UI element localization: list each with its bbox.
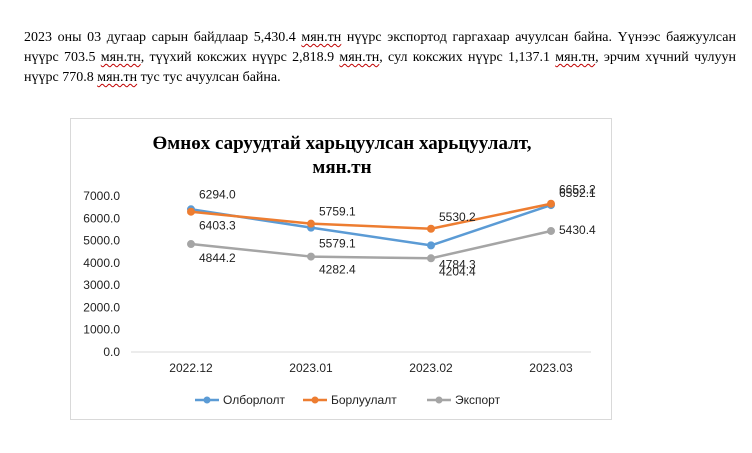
data-label: 6294.0 — [199, 188, 236, 202]
summary-paragraph: 2023 оны 03 дугаар сарын байдлаар 5,430.… — [24, 28, 736, 88]
data-point — [307, 252, 315, 261]
data-label: 4282.4 — [319, 263, 356, 277]
paragraph-text: , сул коксжих нүүрс 1,137.1 — [379, 50, 556, 65]
data-point — [187, 240, 195, 249]
y-tick-label: 0.0 — [103, 345, 120, 359]
chart-series — [187, 199, 555, 263]
x-tick-label: 2023.02 — [409, 361, 453, 375]
chart-axes: 0.0 1000.0 2000.0 3000.0 4000.0 5000.0 6000.0 7… — [83, 189, 591, 375]
unit-text: мян.тн — [100, 50, 141, 65]
chart-data-labels: 6403.3 5579.1 4784.3 6592.1 6294.0 5759.1 5530… — [199, 183, 596, 279]
legend-label: Олборлолт — [223, 393, 286, 407]
paragraph-text: 2023 оны 03 дугаар сарын байдлаар 5,430.… — [24, 30, 302, 45]
chart-legend: Олборлолт Борлуулалт Экспорт — [195, 393, 501, 407]
y-tick-label: 4000.0 — [83, 256, 120, 270]
data-label: 4784.3 — [439, 257, 476, 271]
data-point — [307, 219, 315, 228]
x-tick-label: 2022.12 — [169, 361, 213, 375]
data-point — [427, 224, 435, 233]
legend-marker — [203, 396, 211, 404]
data-label: 5579.1 — [319, 237, 356, 251]
unit-text: мян.тн — [555, 50, 596, 65]
line-chart: Өмнөх саруудтай харьцуулсан харьцуулалт,… — [83, 133, 596, 407]
data-point — [187, 207, 195, 216]
y-tick-label: 1000.0 — [83, 323, 120, 337]
paragraph-text: нүүрс экспортод гаргахаар ачуулсан байна… — [24, 30, 736, 65]
unit-text: мян.тн — [339, 50, 380, 65]
y-tick-label: 5000.0 — [83, 234, 120, 248]
paragraph-text: , эрчим хүчний чулуун нүүрс 770.8 — [24, 50, 736, 85]
legend-marker — [311, 396, 319, 404]
legend-label: Экспорт — [455, 393, 501, 407]
x-tick-label: 2023.01 — [289, 361, 333, 375]
legend-label: Борлуулалт — [331, 393, 397, 407]
data-label: 5530.2 — [439, 210, 476, 224]
y-tick-label: 6000.0 — [83, 211, 120, 225]
paragraph-text: , түүхий коксжих нүүрс 2,818.9 — [140, 50, 340, 65]
data-point — [547, 199, 555, 208]
data-label: 6653.2 — [559, 183, 596, 197]
paragraph-text: тус тус ачуулсан байна. — [137, 70, 281, 85]
chart-frame: Өмнөх саруудтай харьцуулсан харьцуулалт,… — [70, 118, 612, 420]
unit-text: мян.тн — [301, 30, 342, 45]
chart-title-line2: мян.тн — [312, 157, 371, 178]
legend-marker — [435, 396, 443, 404]
chart-title-line1: Өмнөх саруудтай харьцуулсан харьцуулалт, — [153, 133, 532, 154]
y-tick-label: 3000.0 — [83, 278, 120, 292]
data-point — [547, 226, 555, 235]
x-tick-label: 2023.03 — [529, 361, 573, 375]
data-point — [427, 241, 435, 250]
data-label: 4844.2 — [199, 251, 236, 265]
y-tick-label: 2000.0 — [83, 300, 120, 314]
data-label: 6403.3 — [199, 218, 236, 232]
data-label: 5759.1 — [319, 205, 356, 219]
series-line — [190, 229, 552, 260]
data-point — [427, 254, 435, 263]
data-label: 4204.4 — [439, 264, 476, 278]
series-line — [190, 202, 552, 231]
data-label: 5430.4 — [559, 223, 596, 237]
y-tick-label: 7000.0 — [83, 189, 120, 203]
data-label: 6592.1 — [559, 186, 596, 200]
unit-text: мян.тн — [97, 70, 138, 85]
